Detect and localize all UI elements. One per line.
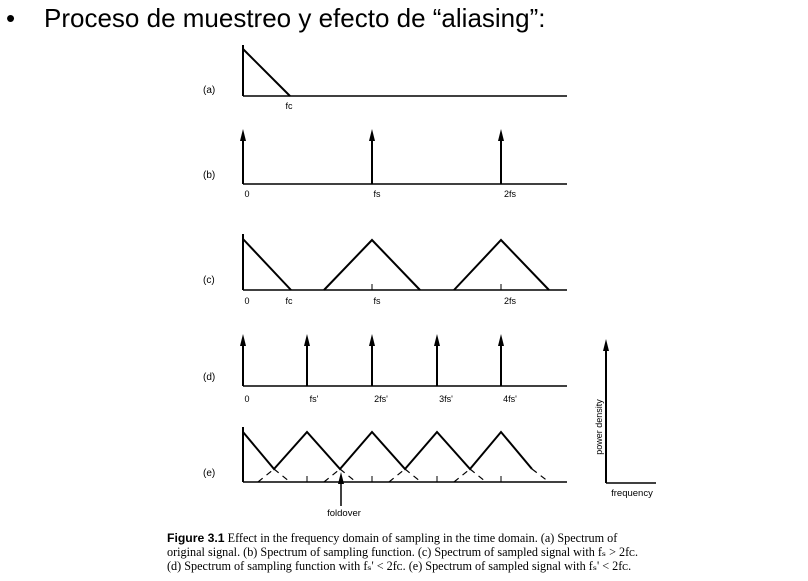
panel-b-impulse-0 <box>240 129 246 184</box>
panel-d-impulse-fs3 <box>434 334 440 386</box>
panel-c-image-2fs <box>453 238 550 291</box>
axes-inset: power density frequency <box>594 339 656 499</box>
panel-a-spectrum <box>242 48 291 97</box>
panel-b-tick-2fs: 2fs <box>504 189 517 199</box>
panel-d-tick-fs4: 4fs' <box>503 394 517 404</box>
sampling-diagram: (a) fc (b) 0 fs 2fs (c) 0 <box>203 45 656 519</box>
panel-c-label: (c) <box>203 275 215 286</box>
panel-e-spectrum-solid <box>242 430 533 471</box>
panel-b-tick-fs: fs <box>373 189 381 199</box>
panel-a: (a) fc <box>203 45 567 111</box>
panel-c-tick-fs: fs <box>373 296 381 306</box>
inset-xlabel: frequency <box>611 488 653 499</box>
caption-line-3: (d) Spectrum of sampling function with f… <box>167 559 632 573</box>
slide-title: • Proceso de muestreo y efecto de “aliasi… <box>6 0 545 36</box>
panel-b-impulse-fs <box>369 129 375 184</box>
inset-ylabel: power density <box>594 399 604 455</box>
panel-a-label: (a) <box>203 85 215 96</box>
panel-c-baseband <box>242 238 292 291</box>
panel-d-tick-0: 0 <box>244 394 249 404</box>
panel-d-impulse-fs4 <box>498 334 504 386</box>
panel-d-impulse-fs2 <box>369 334 375 386</box>
panel-d-impulse-0 <box>240 334 246 386</box>
panel-d-label: (d) <box>203 372 215 383</box>
caption-figure-label: Figure 3.1 <box>167 531 225 545</box>
panel-c-image-fs <box>323 238 421 291</box>
panel-b-tick-0: 0 <box>244 189 249 199</box>
panel-d-tick-fs2: 2fs' <box>374 394 388 404</box>
panel-a-tick-fc: fc <box>285 101 293 111</box>
panel-c-tick-fc: fc <box>285 296 293 306</box>
panel-b-impulse-2fs <box>498 129 504 184</box>
panel-e-label: (e) <box>203 468 215 479</box>
caption-line-1: Figure 3.1 Effect in the frequency domai… <box>167 531 697 545</box>
foldover-arrow-icon <box>338 472 344 506</box>
panel-b: (b) 0 fs 2fs <box>203 129 567 199</box>
panel-c-tick-2fs: 2fs <box>504 296 517 306</box>
panel-d: (d) 0 fs' 2fs' 3fs' 4fs' <box>203 334 567 404</box>
figure-caption: Figure 3.1 Effect in the frequency domai… <box>167 531 697 573</box>
caption-line-2: original signal. (b) Spectrum of samplin… <box>167 545 639 559</box>
bullet-icon: • <box>6 3 16 33</box>
panel-d-impulse-fs1 <box>304 334 310 386</box>
panel-d-tick-fs3: 3fs' <box>439 394 453 404</box>
panel-d-tick-fs1: fs' <box>310 394 319 404</box>
panel-e-aliased-dashed <box>257 468 550 483</box>
panel-b-label: (b) <box>203 170 215 181</box>
panel-c-tick-0: 0 <box>244 296 249 306</box>
panel-e-foldover-label: foldover <box>327 508 361 519</box>
panel-e: (e) foldover <box>203 427 567 519</box>
panel-c: (c) 0 fc fs 2fs <box>203 234 567 306</box>
caption-line-1-text: Effect in the frequency domain of sampli… <box>227 531 618 545</box>
inset-arrow-icon <box>603 339 609 351</box>
slide-title-text: Proceso de muestreo y efecto de “aliasin… <box>44 3 546 33</box>
